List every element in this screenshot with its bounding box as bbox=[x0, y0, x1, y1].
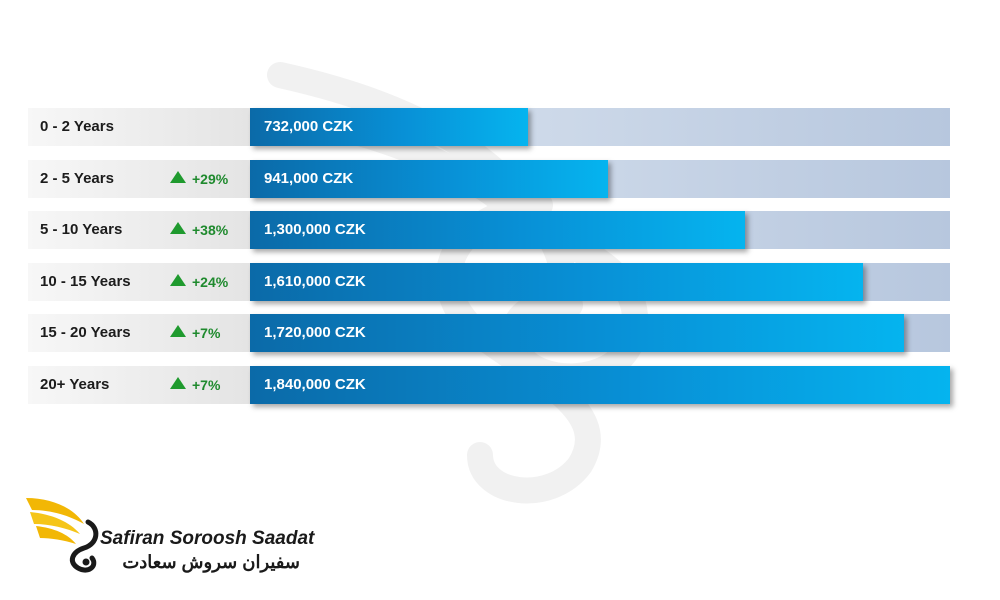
bar-value-label: 1,720,000 CZK bbox=[264, 324, 366, 341]
bar-track: 1,610,000 CZK bbox=[250, 263, 950, 301]
bar-track: 1,300,000 CZK bbox=[250, 211, 950, 249]
up-arrow-icon bbox=[170, 171, 186, 183]
bar: 732,000 CZK bbox=[250, 108, 528, 146]
category-cell: 0 - 2 Years bbox=[28, 108, 250, 146]
category-label: 15 - 20 Years bbox=[40, 324, 131, 341]
bar-value-label: 1,300,000 CZK bbox=[264, 221, 366, 238]
category-cell: 5 - 10 Years +38% bbox=[28, 211, 250, 249]
up-arrow-icon bbox=[170, 325, 186, 337]
change-label: +38% bbox=[192, 222, 229, 238]
bar-value-label: 732,000 CZK bbox=[264, 118, 354, 135]
category-label: 20+ Years bbox=[40, 376, 110, 393]
bar-track: 732,000 CZK bbox=[250, 108, 950, 146]
up-arrow-icon bbox=[170, 222, 186, 234]
chart-row: 2 - 5 Years +29% 941,000 CZK bbox=[28, 160, 950, 198]
category-cell: 20+ Years +7% bbox=[28, 366, 250, 404]
change-label: +7% bbox=[192, 325, 221, 341]
bar-value-label: 941,000 CZK bbox=[264, 170, 354, 187]
bar: 941,000 CZK bbox=[250, 160, 608, 198]
bar-track: 941,000 CZK bbox=[250, 160, 950, 198]
change-indicator: +7% bbox=[170, 366, 220, 404]
chart-row: 5 - 10 Years +38% 1,300,000 CZK bbox=[28, 211, 950, 249]
category-label: 5 - 10 Years bbox=[40, 221, 123, 238]
bar-value-label: 1,610,000 CZK bbox=[264, 273, 366, 290]
bar: 1,610,000 CZK bbox=[250, 263, 863, 301]
bar-track: 1,840,000 CZK bbox=[250, 366, 950, 404]
up-arrow-icon bbox=[170, 274, 186, 286]
change-indicator: +38% bbox=[170, 211, 228, 249]
bar: 1,720,000 CZK bbox=[250, 314, 904, 352]
chart-row: 10 - 15 Years +24% 1,610,000 CZK bbox=[28, 263, 950, 301]
bar: 1,300,000 CZK bbox=[250, 211, 745, 249]
chart-row: 20+ Years +7% 1,840,000 CZK bbox=[28, 366, 950, 404]
company-logo: Safiran Soroosh Saadat سفیران سروش سعادت bbox=[22, 488, 315, 583]
bar-value-label: 1,840,000 CZK bbox=[264, 376, 366, 393]
wing-s-logo-icon bbox=[26, 498, 99, 573]
change-indicator: +24% bbox=[170, 263, 228, 301]
category-cell: 10 - 15 Years +24% bbox=[28, 263, 250, 301]
bar-track: 1,720,000 CZK bbox=[250, 314, 950, 352]
change-label: +24% bbox=[192, 274, 229, 290]
change-indicator: +29% bbox=[170, 160, 228, 198]
category-label: 2 - 5 Years bbox=[40, 170, 114, 187]
change-label: +29% bbox=[192, 171, 229, 187]
category-cell: 15 - 20 Years +7% bbox=[28, 314, 250, 352]
logo-name-english: Safiran Soroosh Saadat bbox=[100, 528, 315, 549]
chart-row: 0 - 2 Years 732,000 CZK bbox=[28, 108, 950, 146]
bar: 1,840,000 CZK bbox=[250, 366, 950, 404]
change-indicator: +7% bbox=[170, 314, 220, 352]
change-label: +7% bbox=[192, 377, 221, 393]
category-cell: 2 - 5 Years +29% bbox=[28, 160, 250, 198]
logo-name-persian: سفیران سروش سعادت bbox=[122, 552, 300, 572]
chart-row: 15 - 20 Years +7% 1,720,000 CZK bbox=[28, 314, 950, 352]
category-label: 10 - 15 Years bbox=[40, 273, 131, 290]
category-label: 0 - 2 Years bbox=[40, 118, 114, 135]
up-arrow-icon bbox=[170, 377, 186, 389]
